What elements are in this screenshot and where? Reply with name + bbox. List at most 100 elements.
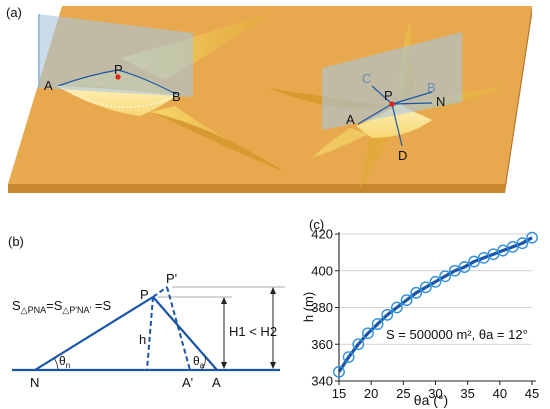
panel-a: A P B C B N P A D (a) <box>6 5 532 193</box>
height-h-line <box>146 296 154 371</box>
label-theta-a: θa <box>193 354 205 370</box>
data-point-5 <box>381 308 394 321</box>
angle-theta-n-arc <box>53 357 59 371</box>
chart-series <box>333 231 538 378</box>
data-point-7 <box>400 294 413 307</box>
data-point-8 <box>410 286 423 299</box>
x-tick-label-40: 40 <box>493 386 507 401</box>
chart-axes <box>338 232 536 382</box>
label-P: P <box>140 287 149 302</box>
arrow-H2-bottom <box>270 362 276 369</box>
right-label-D: D <box>398 148 407 163</box>
area-eq-S: S <box>12 298 21 313</box>
data-point-4 <box>371 318 384 330</box>
chart-x-axis-label: θa (°) <box>414 392 448 408</box>
right-section-plane <box>322 32 462 130</box>
label-theta-n: θn <box>59 354 70 370</box>
triangle-P-A <box>152 296 218 371</box>
arrow-H1-top <box>221 297 227 304</box>
angle-theta-a-arc <box>200 355 206 371</box>
label-A-prime: A' <box>182 375 193 390</box>
right-line-C-P <box>371 85 393 105</box>
data-point-1 <box>342 351 355 364</box>
left-base-dashed <box>57 85 179 108</box>
label-A: A <box>212 375 221 390</box>
data-point-6 <box>390 301 403 314</box>
right-label-N: N <box>436 94 445 109</box>
chart-y-axis-label: h (m) <box>301 292 316 322</box>
panel-c-label: (c) <box>309 217 324 232</box>
left-point-P-marker <box>115 74 121 80</box>
left-section-curve <box>57 69 119 87</box>
chart-annotation: S = 500000 m², θa = 12° <box>386 327 528 342</box>
area-eq-mid: =S <box>46 298 63 313</box>
left-section-curve-2 <box>117 69 179 96</box>
x-tick-label-45: 45 <box>525 386 539 401</box>
triangle-P-prime-A-prime <box>166 286 191 371</box>
left-section-plane <box>38 14 193 97</box>
arrow-H2-top <box>270 287 276 294</box>
left-section-plane-edge <box>38 14 40 88</box>
y-tick-label-340: 340 <box>311 374 333 389</box>
y-tick-label-360: 360 <box>311 337 333 352</box>
data-point-2 <box>352 338 365 351</box>
right-line-P-D <box>391 103 403 147</box>
right-label-A: A <box>346 112 355 127</box>
data-point-10 <box>429 275 442 288</box>
data-point-3 <box>362 327 374 340</box>
data-point-11 <box>439 270 452 283</box>
ground-side-right <box>505 6 532 193</box>
left-dune-lower-horn-shade <box>150 112 285 172</box>
series-line <box>337 236 533 373</box>
data-point-20 <box>526 231 538 244</box>
panel-b: (b) S△PNA=S△P'NA' =S N A A' P P' h θn θa… <box>8 234 285 390</box>
left-label-A: A <box>44 78 53 93</box>
theta-a-sub: a <box>200 361 205 370</box>
y-tick-label-380: 380 <box>311 300 333 315</box>
right-label-B: B <box>427 80 436 95</box>
left-label-P: P <box>114 62 123 77</box>
triangle-N-P-prime <box>152 286 168 298</box>
theta-n-symbol: θ <box>59 354 66 368</box>
right-dune-bottom-arm <box>360 130 392 188</box>
area-eq-end: =S <box>91 298 111 313</box>
panel-b-label: (b) <box>8 234 24 249</box>
right-label-P: P <box>384 88 393 103</box>
right-line-P-B <box>391 91 433 105</box>
data-point-13 <box>458 261 471 273</box>
data-point-19 <box>516 237 529 250</box>
label-N: N <box>30 375 39 390</box>
right-line-P-N <box>391 102 433 105</box>
right-dune-bottom-left-arm <box>312 128 368 158</box>
triangle-N-P <box>34 296 154 371</box>
panel-c: (c) 340 360 380 400 420 15 20 25 30 35 40 45 θa (°)… <box>301 217 539 408</box>
area-eq-sub1: △PNA <box>21 305 46 315</box>
ground-side-front <box>8 184 505 193</box>
x-tick-label-25: 25 <box>396 386 410 401</box>
area-eq-sub2: △P'NA' <box>62 305 91 315</box>
theta-a-symbol: θ <box>193 354 200 368</box>
right-line-P-A <box>357 103 393 125</box>
x-tick-label-20: 20 <box>364 386 378 401</box>
label-P-prime: P' <box>166 271 177 286</box>
y-tick-label-400: 400 <box>311 263 333 278</box>
x-tick-label-35: 35 <box>460 386 474 401</box>
y-tick-label-420: 420 <box>311 227 333 242</box>
chart-ticks: 340 360 380 400 420 15 20 25 30 35 40 45 <box>311 227 539 402</box>
theta-n-sub: n <box>66 361 70 370</box>
data-point-9 <box>419 281 432 294</box>
x-tick-label-30: 30 <box>428 386 442 401</box>
arrow-H1-bottom <box>221 362 227 369</box>
label-h: h <box>139 332 146 347</box>
panel-a-label: (a) <box>6 5 22 20</box>
left-label-B: B <box>172 89 181 104</box>
right-point-P-marker <box>389 101 395 107</box>
right-label-C: C <box>362 71 371 86</box>
label-H1-H2: H1 < H2 <box>229 324 277 339</box>
right-dune-center-face <box>356 104 432 138</box>
x-tick-label-15: 15 <box>332 386 346 401</box>
data-point-0 <box>333 365 345 378</box>
area-equation: S△PNA=S△P'NA' =S <box>12 298 111 315</box>
